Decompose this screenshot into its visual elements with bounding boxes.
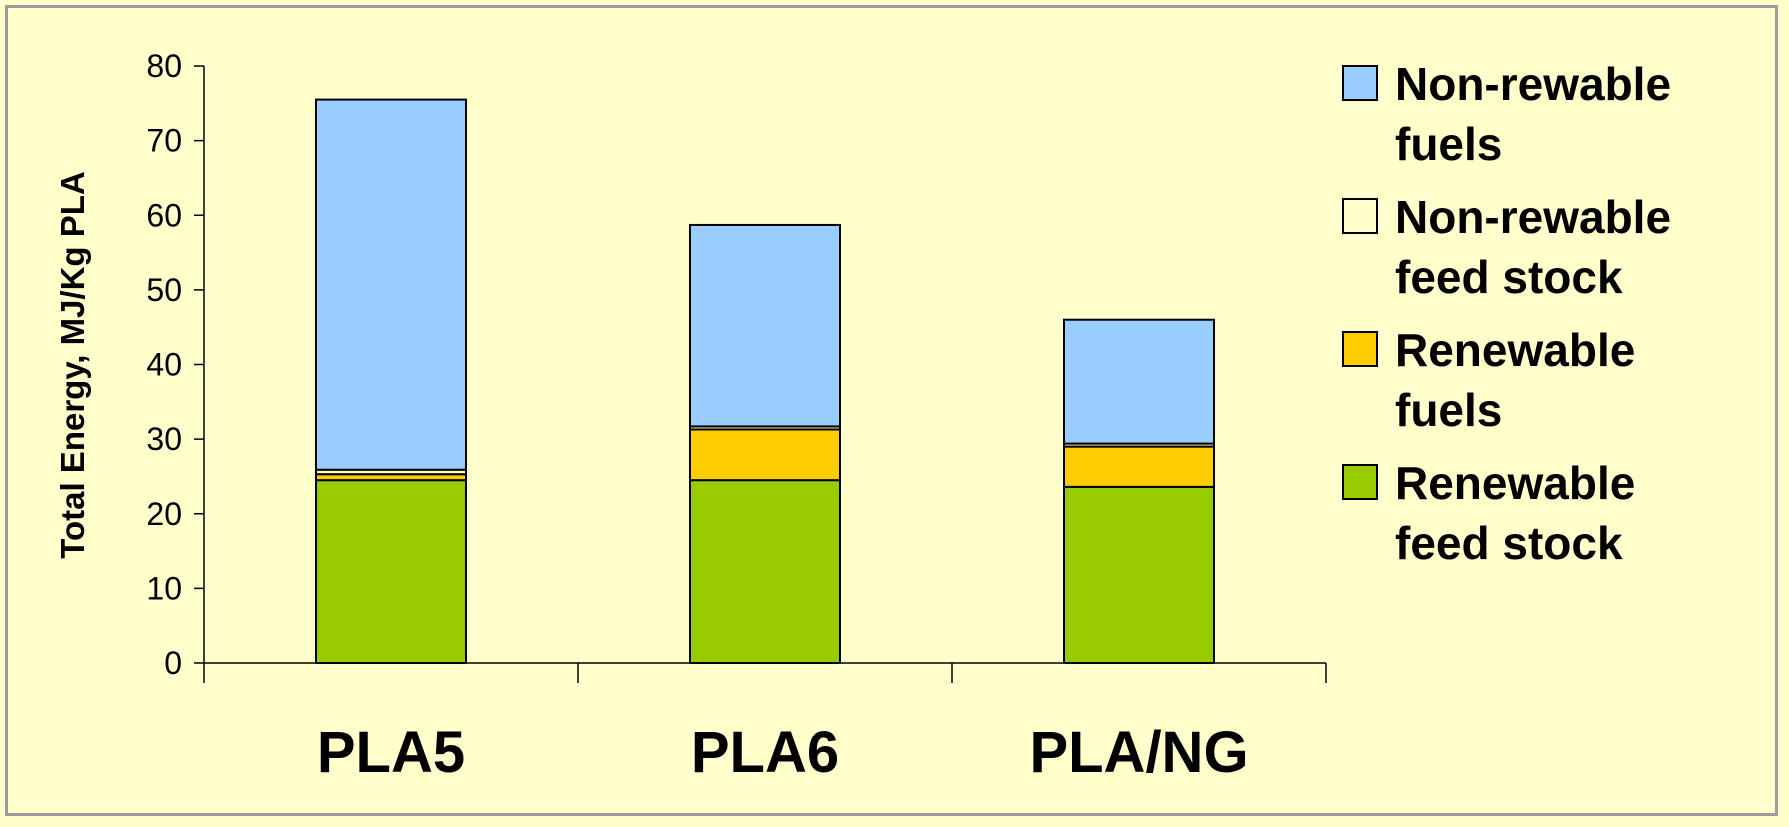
y-tick-label: 10	[146, 570, 182, 606]
legend-label: Renewable	[1395, 324, 1635, 376]
y-tick-label: 80	[146, 48, 182, 84]
legend-label: feed stock	[1395, 517, 1623, 569]
legend: Non-rewable fuels Non-rewable feed stock Ren…	[1342, 58, 1671, 569]
bar-segment	[689, 223, 841, 428]
legend-label: Non-rewable	[1395, 191, 1671, 243]
y-tick-label: 60	[146, 197, 182, 233]
x-axis-category-labels: PLA5 PLA6 PLA/NG	[317, 720, 1249, 785]
x-category-label: PLA6	[691, 720, 839, 785]
legend-swatch	[1342, 65, 1378, 101]
y-tick-label: 40	[146, 347, 182, 383]
legend-label: fuels	[1395, 118, 1502, 170]
bar-segment	[1063, 445, 1215, 488]
bar-segment	[1063, 485, 1215, 665]
y-tick-label: 30	[146, 421, 182, 457]
y-axis-title-group: Total Energy, MJ/Kg PLA	[54, 171, 91, 558]
y-tick-label: 70	[146, 123, 182, 159]
y-tick-label: 50	[146, 272, 182, 308]
bar-segment	[315, 479, 467, 665]
legend-swatch	[1342, 331, 1378, 367]
y-tick-label: 0	[164, 645, 182, 681]
y-axis-title: Total Energy, MJ/Kg PLA	[54, 171, 91, 558]
bars	[315, 98, 1215, 665]
bar-segment	[1063, 318, 1215, 445]
bar-segment	[689, 428, 841, 482]
legend-swatch	[1342, 464, 1378, 500]
chart-frame	[5, 5, 1778, 816]
legend-label: fuels	[1395, 384, 1502, 436]
legend-label: Renewable	[1395, 457, 1635, 509]
y-axis-ticks: 0 10 20 30 40 50 60 70 80	[146, 48, 204, 681]
y-tick-label: 20	[146, 496, 182, 532]
legend-label: feed stock	[1395, 251, 1623, 303]
axes	[203, 66, 1327, 683]
legend-swatch	[1342, 198, 1378, 234]
bar-segment	[689, 479, 841, 665]
bar-segment	[315, 98, 467, 471]
legend-label: Non-rewable	[1395, 58, 1671, 110]
x-category-label: PLA/NG	[1029, 720, 1248, 785]
x-category-label: PLA5	[317, 720, 465, 785]
